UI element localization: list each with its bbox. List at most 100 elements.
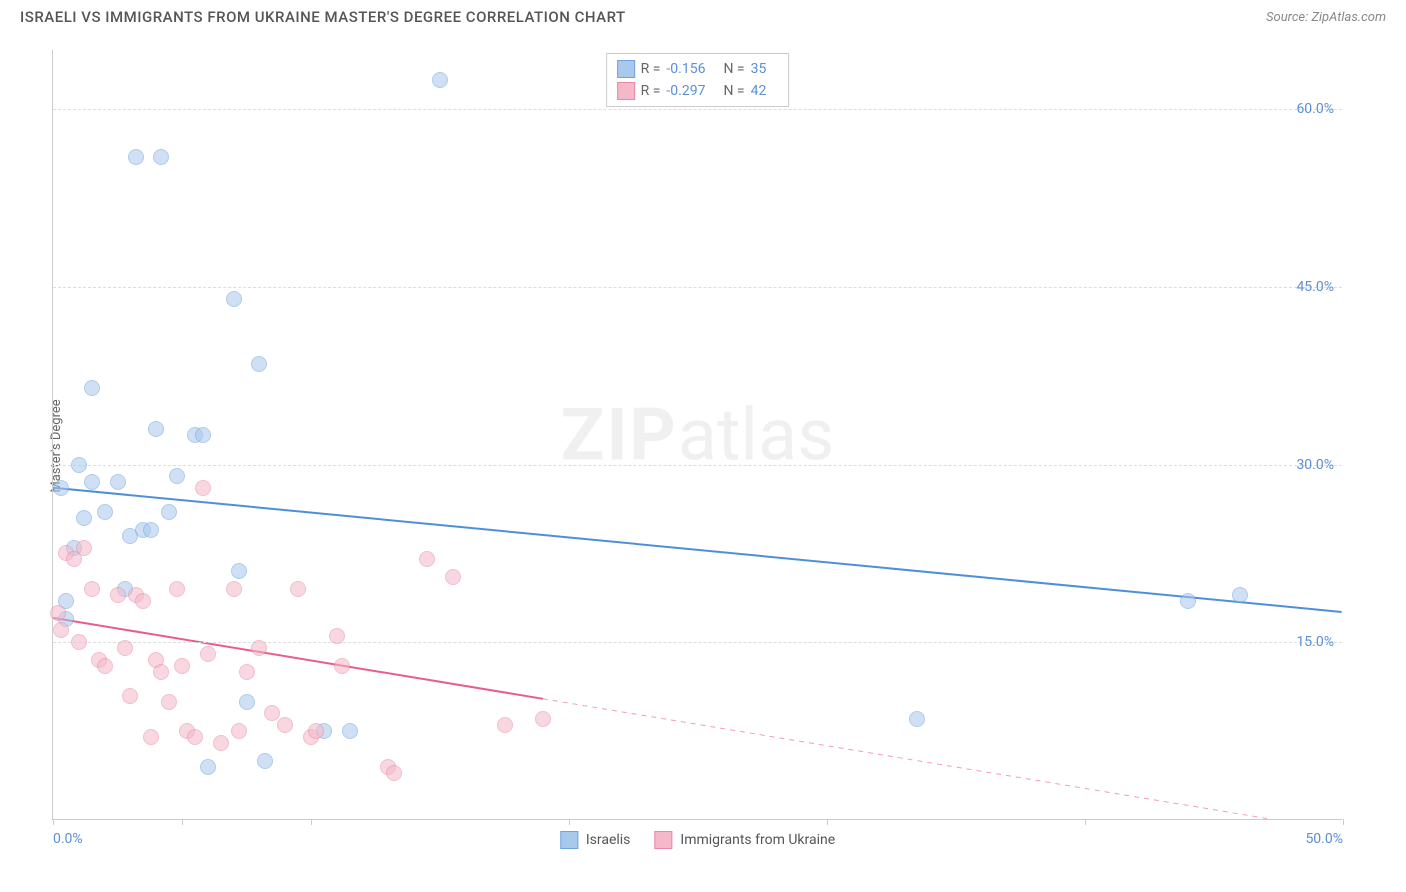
legend-statistics-box: R = -0.156 N = 35 R = -0.297 N = 42	[606, 53, 790, 107]
scatter-point	[200, 759, 216, 775]
scatter-point	[53, 480, 69, 496]
scatter-point	[97, 504, 113, 520]
scatter-point	[153, 149, 169, 165]
scatter-point	[239, 664, 255, 680]
n-value: 42	[751, 83, 767, 99]
legend-series-label: Israelis	[586, 832, 631, 848]
scatter-point	[71, 634, 87, 650]
scatter-point	[909, 711, 925, 727]
x-tick-label: 0.0%	[53, 831, 83, 847]
scatter-point	[231, 723, 247, 739]
scatter-point	[128, 149, 144, 165]
scatter-point	[143, 729, 159, 745]
scatter-point	[71, 457, 87, 473]
scatter-point	[239, 694, 255, 710]
scatter-point	[213, 735, 229, 751]
scatter-point	[264, 705, 280, 721]
scatter-point	[231, 563, 247, 579]
r-label: R =	[641, 61, 661, 77]
scatter-point	[195, 427, 211, 443]
scatter-point	[84, 380, 100, 396]
legend-swatch	[654, 831, 672, 849]
scatter-point	[226, 581, 242, 597]
source-attribution: Source: ZipAtlas.com	[1266, 10, 1386, 25]
x-tick	[53, 819, 54, 825]
x-tick	[182, 819, 183, 825]
r-value: -0.156	[666, 61, 705, 77]
r-label: R =	[641, 83, 661, 99]
scatter-point	[84, 474, 100, 490]
gridline	[53, 109, 1342, 110]
r-value: -0.297	[666, 83, 705, 99]
scatter-point	[161, 504, 177, 520]
scatter-point	[135, 593, 151, 609]
x-tick	[827, 819, 828, 825]
scatter-point	[117, 640, 133, 656]
scatter-point	[50, 605, 66, 621]
n-label: N =	[723, 83, 744, 99]
scatter-point	[53, 622, 69, 638]
scatter-point	[169, 581, 185, 597]
x-tick	[311, 819, 312, 825]
chart-title: ISRAELI VS IMMIGRANTS FROM UKRAINE MASTE…	[20, 8, 626, 26]
scatter-point	[148, 421, 164, 437]
scatter-point	[169, 468, 185, 484]
y-tick-label: 60.0%	[1296, 101, 1334, 117]
x-tick-label: 50.0%	[1305, 831, 1343, 847]
scatter-point	[110, 587, 126, 603]
legend-series-item: Immigrants from Ukraine	[654, 831, 835, 849]
trend-line-solid	[53, 488, 1341, 612]
scatter-point	[290, 581, 306, 597]
x-tick	[1085, 819, 1086, 825]
scatter-point	[195, 480, 211, 496]
gridline	[53, 642, 1342, 643]
legend-swatch	[617, 82, 635, 100]
legend-series-label: Immigrants from Ukraine	[680, 832, 835, 848]
scatter-point	[153, 664, 169, 680]
scatter-point	[497, 717, 513, 733]
scatter-point	[308, 723, 324, 739]
chart-plot-area: ZIPatlas R =-0.156N =35R =-0.297N =42 Is…	[52, 50, 1342, 820]
scatter-point	[386, 765, 402, 781]
scatter-point	[110, 474, 126, 490]
legend-swatch	[560, 831, 578, 849]
legend-series: Israelis Immigrants from Ukraine	[560, 831, 835, 849]
trend-line-solid	[53, 618, 543, 699]
scatter-point	[143, 522, 159, 538]
scatter-point	[445, 569, 461, 585]
scatter-point	[251, 640, 267, 656]
scatter-point	[84, 581, 100, 597]
source-name: ZipAtlas.com	[1311, 10, 1386, 25]
legend-stat-row: R = -0.297 N = 42	[617, 80, 779, 102]
scatter-point	[200, 646, 216, 662]
scatter-point	[76, 510, 92, 526]
x-tick	[569, 819, 570, 825]
scatter-point	[226, 291, 242, 307]
trend-line-dashed	[543, 699, 1342, 819]
y-tick-label: 30.0%	[1296, 457, 1334, 473]
scatter-point	[122, 688, 138, 704]
scatter-point	[535, 711, 551, 727]
gridline	[53, 287, 1342, 288]
scatter-point	[432, 72, 448, 88]
scatter-point	[257, 753, 273, 769]
scatter-point	[97, 658, 113, 674]
scatter-point	[251, 356, 267, 372]
legend-stat-row: R = -0.156 N = 35	[617, 58, 779, 80]
n-value: 35	[751, 61, 767, 77]
scatter-point	[419, 551, 435, 567]
scatter-point	[1232, 587, 1248, 603]
y-tick-label: 45.0%	[1296, 279, 1334, 295]
scatter-point	[174, 658, 190, 674]
x-tick	[1343, 819, 1344, 825]
scatter-point	[342, 723, 358, 739]
y-tick-label: 15.0%	[1296, 634, 1334, 650]
source-prefix: Source:	[1266, 10, 1311, 25]
scatter-point	[1180, 593, 1196, 609]
n-label: N =	[723, 61, 744, 77]
scatter-point	[76, 540, 92, 556]
header: ISRAELI VS IMMIGRANTS FROM UKRAINE MASTE…	[0, 0, 1406, 36]
gridline	[53, 465, 1342, 466]
scatter-point	[187, 729, 203, 745]
legend-series-item: Israelis	[560, 831, 631, 849]
